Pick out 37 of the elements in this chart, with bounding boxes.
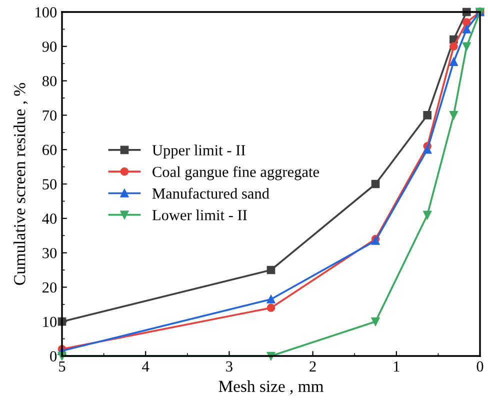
y-tick-label: 10: [43, 316, 57, 328]
point: [423, 145, 432, 154]
y-tick-label: 80: [42, 76, 57, 86]
y-tick-label: 100: [36, 7, 57, 18]
x-tick-label: 2: [310, 361, 316, 372]
legend-label: Coal gangue fine aggregate: [152, 166, 319, 180]
point: [462, 42, 471, 51]
point: [462, 25, 471, 34]
x-axis-title: Mesh size , mm: [218, 380, 324, 394]
y-tick-label: 30: [42, 248, 57, 258]
y-tick-label: 50: [42, 179, 57, 190]
point: [450, 42, 458, 51]
point: [266, 304, 276, 312]
y-tick-label: 20: [42, 282, 57, 293]
point: [423, 111, 432, 120]
legend-label: Upper limit - II: [152, 144, 246, 159]
x-tick-label: 5: [59, 361, 66, 372]
point: [371, 317, 380, 326]
x-tick-label: 4: [142, 361, 150, 372]
legend-label: Lower limit - II: [152, 210, 247, 220]
y-tick-label: 70: [42, 110, 57, 121]
point: [423, 210, 432, 220]
point: [266, 295, 276, 304]
y-tick-label: 60: [42, 144, 57, 156]
point: [371, 180, 380, 188]
legend-label: Manufactured sand: [152, 188, 270, 199]
y-axis-title: Cumulative screen residue , %: [14, 82, 28, 285]
point: [266, 266, 276, 274]
point: [450, 58, 458, 66]
y-tick-label: 40: [42, 214, 57, 224]
point: [462, 18, 471, 26]
y-tick-label: 0: [50, 351, 57, 362]
point: [450, 111, 458, 120]
x-tick-label: 0: [476, 361, 484, 372]
y-tick-label: 90: [42, 42, 57, 52]
x-tick-label: 3: [226, 361, 232, 372]
x-tick-label: 1: [394, 361, 400, 372]
